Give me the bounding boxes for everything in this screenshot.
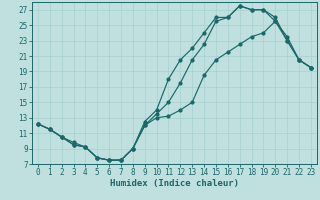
X-axis label: Humidex (Indice chaleur): Humidex (Indice chaleur) bbox=[110, 179, 239, 188]
